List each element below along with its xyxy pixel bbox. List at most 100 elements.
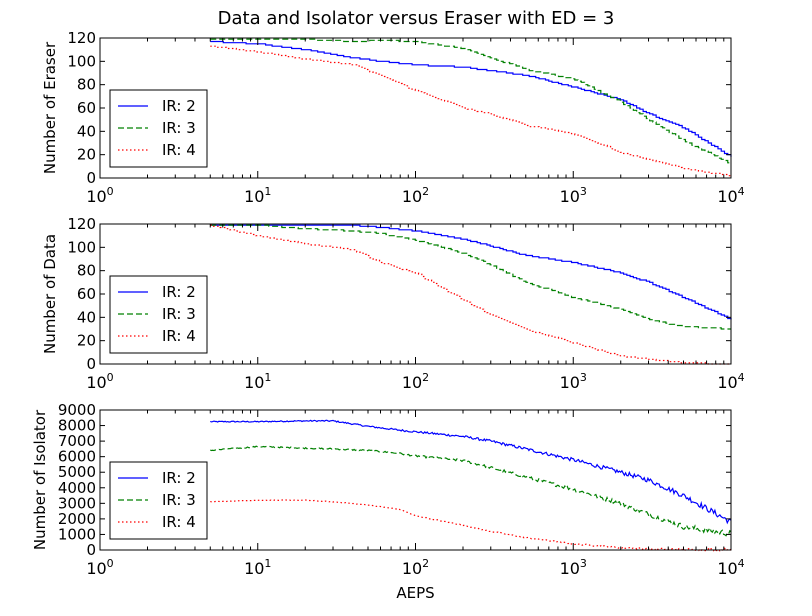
y-tick-label: 4000 [58, 479, 96, 497]
y-tick-label: 80 [77, 76, 96, 94]
legend-label: IR: 3 [162, 491, 196, 509]
y-tick-label: 20 [77, 146, 96, 164]
legend-label: IR: 2 [162, 283, 196, 301]
series-line-ir-2 [210, 419, 732, 525]
x-tick-exponent: 2 [422, 185, 429, 198]
x-tick-base: 10 [560, 187, 580, 206]
series-line-ir-2 [210, 40, 732, 157]
y-tick-label: 120 [67, 29, 96, 47]
legend-label: IR: 3 [162, 305, 196, 323]
legend-label: IR: 4 [162, 513, 196, 531]
x-tick-exponent: 3 [580, 185, 587, 198]
y-tick-label: 8000 [58, 417, 96, 435]
x-tick-base: 10 [717, 559, 737, 578]
x-tick-exponent: 3 [580, 557, 587, 570]
x-tick-label: 101 [244, 185, 271, 206]
y-tick-label: 5000 [58, 463, 96, 481]
legend: IR: 2 IR: 3 IR: 4 [109, 89, 208, 168]
x-tick-base: 10 [560, 559, 580, 578]
y-tick-label: 1000 [58, 525, 96, 543]
figure-title: Data and Isolator versus Eraser with ED … [217, 8, 615, 29]
x-tick-label: 101 [244, 371, 271, 392]
x-tick-base: 10 [244, 373, 264, 392]
y-tick-label: 40 [77, 308, 96, 326]
y-tick-label: 40 [77, 122, 96, 140]
y-tick-label: 6000 [58, 448, 96, 466]
y-axis-label: Number of Data [41, 234, 59, 354]
legend-box [109, 89, 208, 168]
x-tick-exponent: 2 [422, 371, 429, 384]
legend-label: IR: 3 [162, 119, 196, 137]
x-tick-base: 10 [402, 559, 422, 578]
series-line-ir-4 [210, 499, 732, 552]
x-tick-exponent: 0 [107, 371, 114, 384]
y-tick-label: 3000 [58, 494, 96, 512]
x-tick-label: 102 [402, 185, 429, 206]
x-tick-base: 10 [402, 373, 422, 392]
series-line-ir-2 [210, 224, 732, 320]
y-tick-label: 0 [86, 169, 96, 187]
x-tick-base: 10 [244, 187, 264, 206]
y-tick-label: 100 [67, 238, 96, 256]
legend-label: IR: 2 [162, 97, 196, 115]
legend-label: IR: 4 [162, 327, 196, 345]
y-tick-label: 60 [77, 285, 96, 303]
x-tick-exponent: 2 [422, 557, 429, 570]
y-tick-label: 80 [77, 262, 96, 280]
x-tick-label: 104 [717, 557, 744, 578]
series-line-ir-4 [210, 45, 731, 177]
x-tick-exponent: 1 [264, 557, 271, 570]
x-tick-base: 10 [717, 187, 737, 206]
x-tick-label: 104 [717, 185, 744, 206]
legend: IR: 2 IR: 3 IR: 4 [109, 461, 208, 540]
legend-label: IR: 2 [162, 469, 196, 487]
y-tick-label: 20 [77, 332, 96, 350]
x-axis-label: AEPS [396, 584, 434, 602]
y-axis-label: Number of Eraser [41, 41, 59, 174]
x-tick-base: 10 [86, 373, 106, 392]
series-line-ir-3 [210, 445, 732, 537]
x-tick-base: 10 [244, 559, 264, 578]
x-tick-label: 103 [560, 557, 587, 578]
x-tick-exponent: 4 [738, 185, 745, 198]
x-tick-label: 104 [717, 371, 744, 392]
y-tick-label: 120 [67, 215, 96, 233]
x-tick-label: 100 [86, 557, 113, 578]
legend-label: IR: 4 [162, 141, 196, 159]
x-tick-label: 100 [86, 371, 113, 392]
x-tick-label: 103 [560, 371, 587, 392]
y-tick-label: 60 [77, 99, 96, 117]
y-tick-label: 100 [67, 52, 96, 70]
x-tick-exponent: 0 [107, 185, 114, 198]
x-tick-label: 102 [402, 371, 429, 392]
x-tick-exponent: 4 [738, 371, 745, 384]
x-tick-label: 101 [244, 557, 271, 578]
series-line-ir-3 [210, 224, 731, 330]
y-tick-label: 0 [86, 541, 96, 559]
y-tick-label: 0 [86, 355, 96, 373]
x-tick-label: 103 [560, 185, 587, 206]
legend-box [109, 461, 208, 540]
x-tick-exponent: 1 [264, 185, 271, 198]
x-tick-exponent: 1 [264, 371, 271, 384]
x-tick-base: 10 [86, 559, 106, 578]
y-tick-label: 9000 [58, 401, 96, 419]
y-tick-label: 7000 [58, 432, 96, 450]
y-axis-label: Number of Isolator [31, 409, 49, 550]
y-tick-label: 2000 [58, 510, 96, 528]
subplot-3: 0100020003000400050006000700080009000100… [31, 401, 745, 602]
x-tick-exponent: 3 [580, 371, 587, 384]
x-tick-exponent: 0 [107, 557, 114, 570]
x-tick-base: 10 [717, 373, 737, 392]
x-tick-label: 100 [86, 185, 113, 206]
legend-box [109, 275, 208, 354]
x-tick-exponent: 4 [738, 557, 745, 570]
legend: IR: 2 IR: 3 IR: 4 [109, 275, 208, 354]
x-tick-base: 10 [86, 187, 106, 206]
x-tick-label: 102 [402, 557, 429, 578]
x-tick-base: 10 [560, 373, 580, 392]
